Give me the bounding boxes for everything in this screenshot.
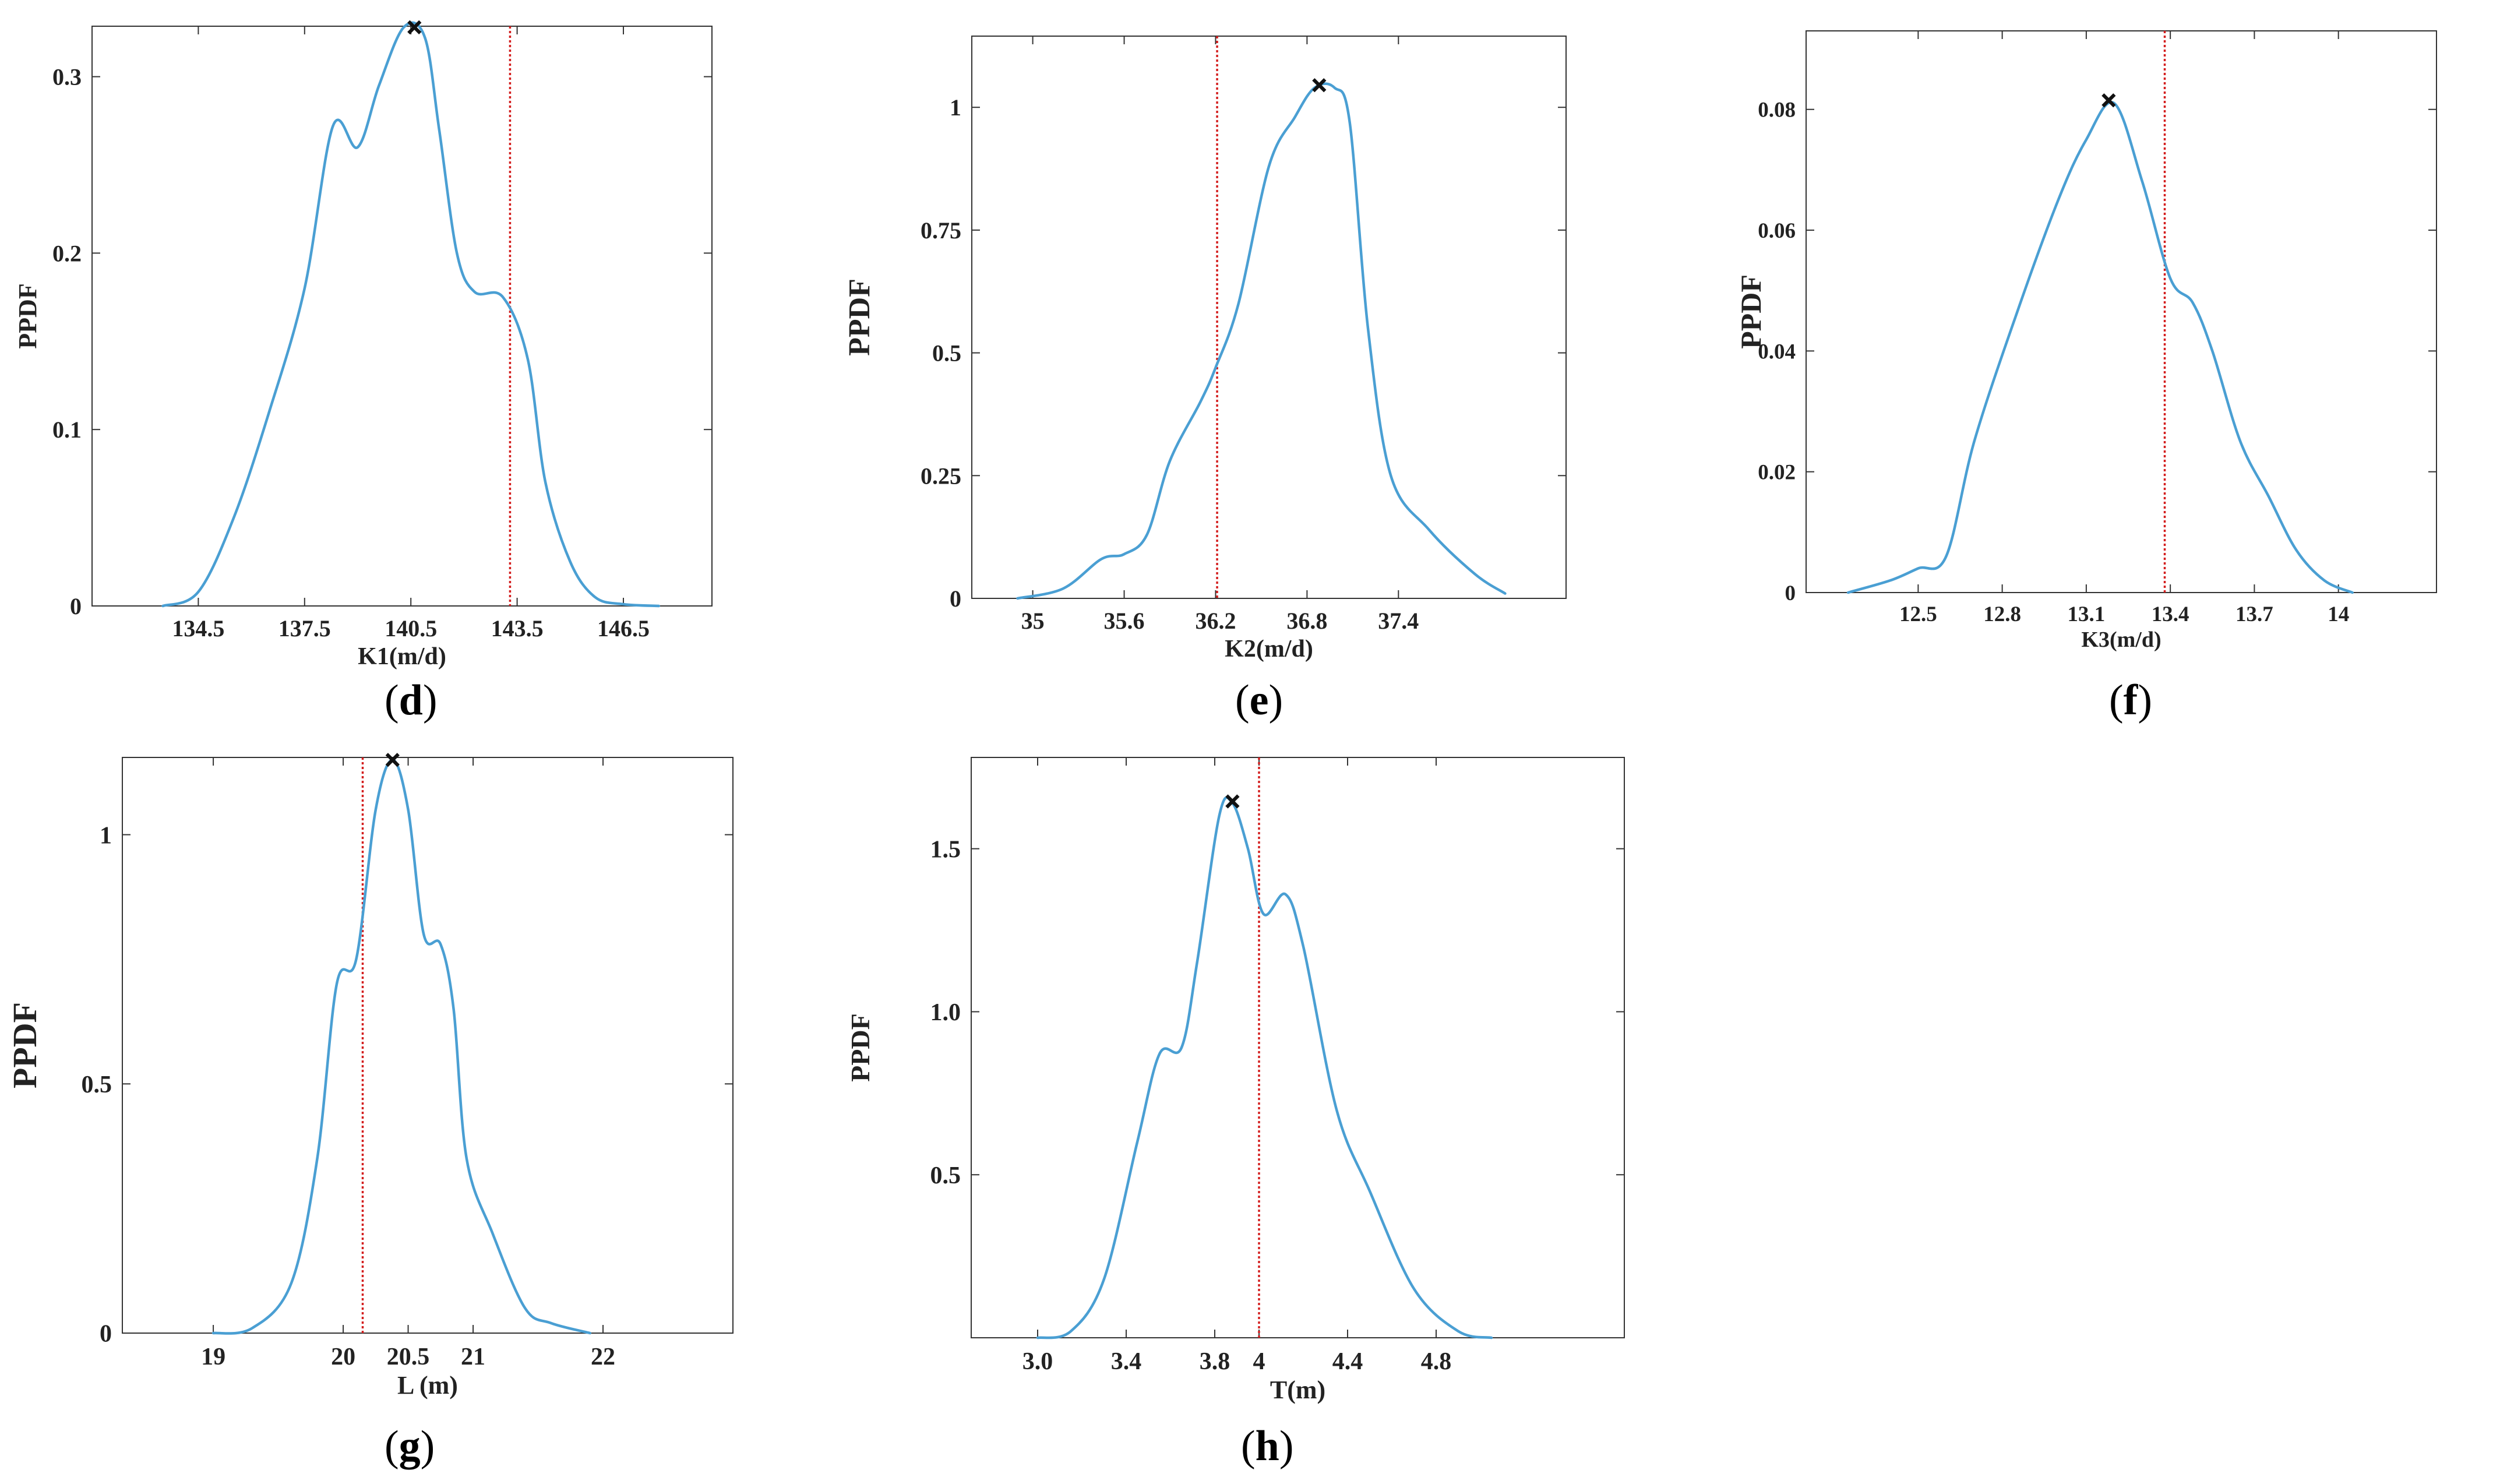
y-tick-label-f: 0.06 [1758, 219, 1796, 243]
x-axis-label-h: T(m) [1270, 1376, 1325, 1404]
chart-e: 35 35.6 36.2 36.8 37.4 0 0.25 0.5 0.75 1 K2(m/d) PP… [843, 36, 1567, 662]
x-tick-label-g: 21 [461, 1344, 485, 1370]
chart-panel-d: 134.5 137.5 140.5 143.5 146.5 0 0.1 0.2 0.3 K1(m/… [0, 0, 816, 740]
y-tick-label-e: 0.25 [921, 463, 961, 489]
x-tick-label-h: 3.8 [1200, 1348, 1230, 1375]
x-tick-label-f: 12.8 [1983, 602, 2021, 626]
chart-h: 3.0 3.4 3.8 4 4.4 4.8 0.5 1.0 1.5 T(m) PPDF [845, 757, 1625, 1404]
peak-marker-d [407, 20, 422, 34]
plot-frame-h [971, 757, 1625, 1338]
y-tick-label-d: 0 [70, 593, 82, 619]
y-tick-label-e: 0 [950, 586, 961, 612]
x-axis-label-g: L (m) [397, 1371, 458, 1400]
plot-frame-d [91, 26, 713, 607]
y-tick-label-e: 1 [950, 94, 961, 121]
x-axis-label-f: K3(m/d) [2081, 628, 2161, 652]
y-tick-label-d: 0.2 [52, 240, 82, 266]
x-tick-label-h: 3.0 [1022, 1348, 1053, 1375]
x-tick-label-d: 143.5 [491, 615, 544, 641]
panel-label-g: (g) [385, 1422, 435, 1470]
peak-marker-stroke-h [1225, 794, 1240, 809]
y-tick-label-h: 0.5 [930, 1162, 961, 1189]
x-tick-label-f: 13.4 [2152, 602, 2189, 626]
y-axis-label-e: PPDF [843, 279, 876, 356]
peak-marker-stroke-g [385, 753, 400, 767]
x-tick-label-e: 35.6 [1104, 608, 1145, 634]
y-tick-label-d: 0.1 [52, 417, 82, 443]
panel-label-d: (d) [385, 676, 438, 724]
y-tick-label-e: 0.75 [921, 217, 961, 244]
peak-marker-f [2101, 93, 2116, 108]
y-axis-label-f: PPDF [1734, 274, 1767, 349]
pdf-curve-d [161, 21, 661, 608]
x-tick-label-g: 22 [591, 1344, 615, 1370]
x-tick-label-d: 146.5 [597, 615, 650, 641]
y-tick-label-h: 1.0 [930, 999, 961, 1026]
chart-panel-g: 19 20 20.5 21 22 0 0.5 1 L (m) PPDF (g) [0, 740, 816, 1484]
y-tick-label-e: 0.5 [932, 340, 961, 366]
pdf-curve-h [1036, 796, 1493, 1340]
y-axis-label-h: PPDF [845, 1013, 875, 1082]
peak-marker-stroke-f [2101, 93, 2116, 108]
x-tick-label-d: 140.5 [385, 615, 437, 641]
y-tick-label-g: 1 [100, 822, 112, 849]
x-tick-label-h: 4 [1253, 1348, 1265, 1375]
plot-frame-f [1806, 30, 2437, 593]
y-tick-label-d: 0.3 [52, 64, 82, 90]
x-tick-label-d: 137.5 [278, 615, 331, 641]
x-axis-label-e: K2(m/d) [1225, 636, 1313, 662]
x-tick-label-g: 20 [331, 1344, 355, 1370]
y-tick-label-g: 0 [100, 1321, 112, 1348]
chart-panel-e: 35 35.6 36.2 36.8 37.4 0 0.25 0.5 0.75 1 K2(m/d) PP… [833, 0, 1678, 740]
pdf-curve-f [1846, 101, 2354, 594]
x-tick-label-e: 36.8 [1286, 608, 1327, 634]
pdf-curve-e [1016, 82, 1507, 600]
chart-d: 134.5 137.5 140.5 143.5 146.5 0 0.1 0.2 0.3 K1(m/… [13, 20, 713, 670]
x-tick-label-e: 35 [1021, 608, 1045, 634]
y-tick-label-f: 0.04 [1758, 340, 1796, 364]
y-tick-label-f: 0.02 [1758, 461, 1796, 485]
plot-frame-g [122, 757, 734, 1334]
chart-f: 12.5 12.8 13.1 13.4 13.7 14 0 0.02 0.04 0.06 0.08 K… [1734, 30, 2437, 652]
x-tick-label-g: 20.5 [387, 1344, 430, 1370]
x-tick-label-h: 3.4 [1111, 1348, 1142, 1375]
y-axis-label-g: PPDF [6, 1002, 44, 1088]
panel-label-h: (h) [1241, 1422, 1294, 1470]
chart-panel-f: 12.5 12.8 13.1 13.4 13.7 14 0 0.02 0.04 0.06 0.08 K… [1725, 0, 2493, 740]
peak-marker-h [1225, 794, 1240, 809]
peak-marker-stroke-e [1312, 78, 1327, 93]
x-tick-label-f: 12.5 [1899, 602, 1937, 626]
y-axis-label-d: PPDF [13, 283, 42, 348]
x-tick-label-e: 36.2 [1195, 608, 1236, 634]
chart-g: 19 20 20.5 21 22 0 0.5 1 L (m) PPDF [6, 753, 734, 1400]
x-tick-label-f: 13.7 [2235, 602, 2273, 626]
panel-label-f: (f) [2109, 676, 2152, 724]
pdf-curve-g [211, 759, 591, 1335]
x-tick-label-h: 4.4 [1332, 1348, 1363, 1375]
panel-label-e: (e) [1235, 676, 1283, 724]
x-tick-label-e: 37.4 [1378, 608, 1419, 634]
peak-marker-g [385, 753, 400, 767]
x-tick-label-d: 134.5 [172, 615, 224, 641]
y-tick-label-h: 1.5 [930, 836, 961, 863]
peak-marker-e [1312, 78, 1327, 93]
x-tick-label-f: 14 [2328, 602, 2349, 626]
x-tick-label-h: 4.8 [1421, 1348, 1452, 1375]
x-tick-label-f: 13.1 [2068, 602, 2106, 626]
chart-panel-h: 3.0 3.4 3.8 4 4.4 4.8 0.5 1.0 1.5 T(m) PPDF (h) [833, 740, 1678, 1484]
peak-marker-stroke-d [407, 20, 422, 34]
y-tick-label-f: 0.08 [1758, 98, 1796, 122]
x-axis-label-d: K1(m/d) [358, 643, 446, 670]
plot-frame-e [971, 36, 1567, 599]
y-tick-label-g: 0.5 [82, 1071, 112, 1098]
x-tick-label-g: 19 [201, 1344, 225, 1370]
y-tick-label-f: 0 [1785, 581, 1796, 605]
